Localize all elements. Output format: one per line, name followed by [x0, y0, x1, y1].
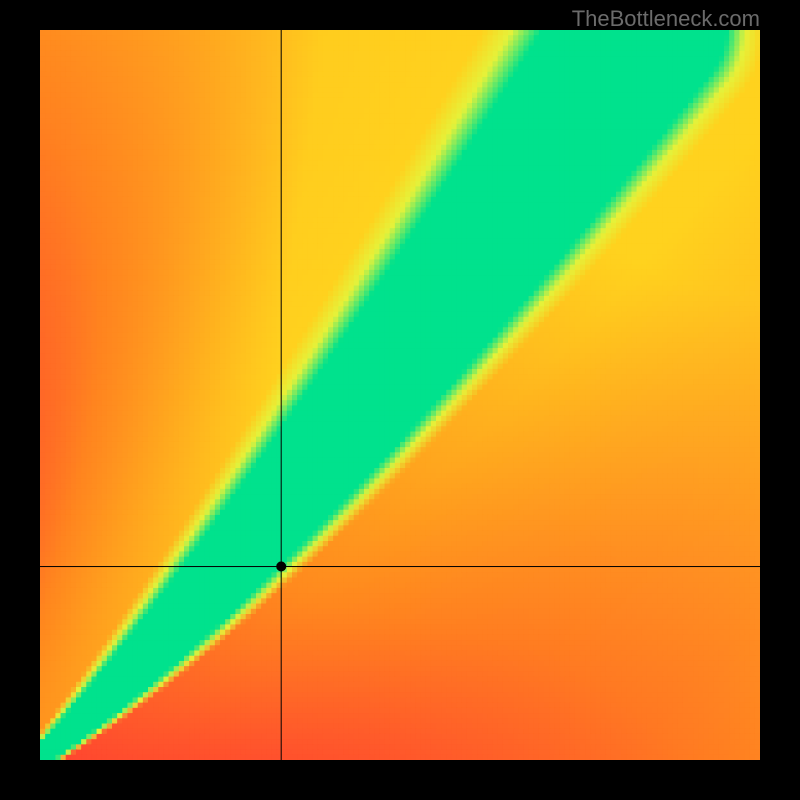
watermark-text: TheBottleneck.com: [572, 6, 760, 32]
chart-container: TheBottleneck.com: [0, 0, 800, 800]
bottleneck-heatmap: [40, 30, 760, 760]
